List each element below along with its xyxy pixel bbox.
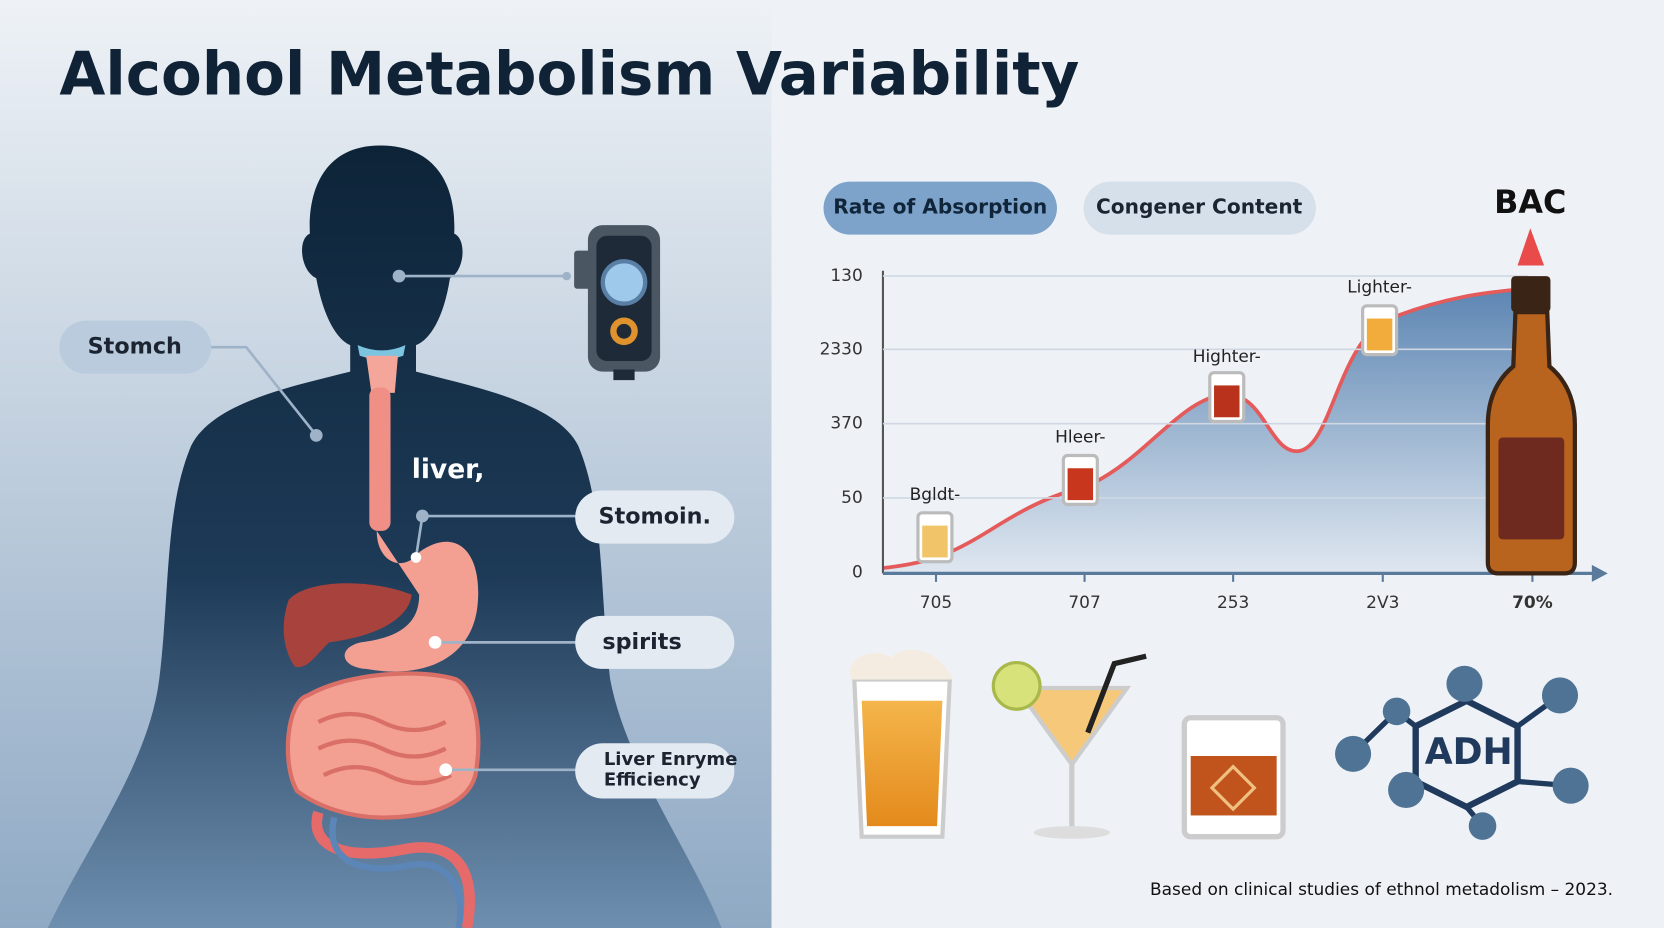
tab-label[interactable]: Congener Content: [1096, 195, 1303, 219]
pharynx: [366, 355, 398, 393]
esophagus: [369, 387, 391, 531]
y-tick-label: 370: [830, 414, 862, 434]
dot: [410, 552, 422, 563]
device-tip: [613, 369, 635, 381]
beer-glass: [850, 649, 953, 839]
bottle-label: [1498, 437, 1565, 540]
connector-dots: [309, 269, 571, 777]
label-enzyme: Liver Enryme: [604, 749, 738, 770]
connector: [210, 345, 318, 437]
connector: [414, 514, 579, 558]
bottle-flame: [1517, 228, 1545, 266]
device-button: [610, 317, 638, 346]
ice: [1209, 764, 1257, 812]
x-axis-arrow: [1591, 564, 1608, 582]
beer: [861, 700, 943, 827]
dot: [392, 269, 406, 283]
lemon: [991, 660, 1042, 711]
x-tick-label: 70%: [1512, 593, 1553, 613]
label-stomach-2: Stomoin.: [599, 504, 711, 530]
martini-glass: [991, 653, 1147, 839]
footer: Based on clinical studies of ethnol meta…: [1150, 880, 1613, 900]
atom: [1382, 697, 1411, 726]
organs: [283, 345, 481, 928]
y-tick-label: 0: [852, 562, 863, 582]
dot: [428, 636, 442, 649]
label-enzyme: Efficiency: [604, 769, 701, 790]
whisky-glass: [1181, 715, 1286, 840]
atom: [1468, 812, 1497, 840]
label-pill: [575, 490, 735, 544]
bottle: [1485, 228, 1577, 576]
x-tick-label: 2V3: [1366, 593, 1399, 613]
atom: [1541, 677, 1579, 714]
dot: [439, 763, 453, 777]
intestine-folds: [317, 712, 452, 786]
atoms: [1335, 665, 1589, 840]
adh-molecule: ADH: [1335, 665, 1589, 840]
chart-illustration: 130 2330 370 50 0 705 707 253 2V3 70% Bgldt- Hleer-…: [820, 266, 1608, 613]
label-liver: liver,: [412, 454, 485, 485]
glass-fill: [1067, 468, 1094, 501]
label-pill: [575, 743, 735, 799]
silhouette-shape: [47, 145, 722, 928]
device-sensor: [600, 259, 648, 306]
foam: [850, 649, 953, 680]
intestines: [285, 671, 481, 820]
dot: [416, 509, 429, 523]
glass-fill: [1214, 385, 1240, 418]
tab[interactable]: [823, 181, 1057, 235]
title: Alcohol Metabolism Variability: [59, 41, 1079, 110]
x-tick-label: 705: [920, 593, 952, 613]
atom: [1552, 767, 1589, 804]
base: [1033, 826, 1111, 839]
device-side: [574, 250, 592, 289]
colon: [311, 810, 475, 928]
tab-label[interactable]: Rate of Absorption: [833, 195, 1047, 219]
y-tick-label: 50: [841, 488, 863, 508]
point-label: Bgldt-: [910, 485, 961, 505]
straw: [1085, 653, 1147, 734]
stomach-shape: [344, 530, 479, 672]
label-pill: [59, 320, 212, 374]
y-tick-label: 2330: [820, 339, 863, 359]
x-tick-label: 253: [1217, 593, 1249, 613]
point-label: Highter-: [1193, 347, 1261, 367]
molecule-label: ADH: [1425, 731, 1513, 773]
vessel: [329, 816, 464, 928]
glass-fill: [922, 525, 948, 558]
label-spirits: spirits: [602, 629, 681, 655]
tab[interactable]: [1083, 181, 1316, 235]
body-silhouette: [47, 145, 722, 928]
glass-fill: [1366, 318, 1393, 351]
liver-shape: [283, 583, 412, 668]
bottle-cap: [1511, 276, 1551, 313]
label-pill: [575, 615, 735, 669]
atom: [1335, 735, 1372, 772]
y-tick-label: 130: [830, 266, 862, 286]
label-stomach: Stomch: [88, 334, 182, 360]
breathalyzer: [574, 225, 661, 381]
connectors: [210, 274, 579, 772]
dot: [562, 271, 571, 281]
point-label: Hleer-: [1055, 427, 1105, 447]
bac-label: BAC: [1494, 183, 1566, 221]
atom: [1388, 771, 1425, 809]
point-label: Lighter-: [1347, 278, 1412, 298]
x-tick-label: 707: [1068, 593, 1100, 613]
atom: [1446, 665, 1483, 702]
dot: [309, 428, 323, 442]
